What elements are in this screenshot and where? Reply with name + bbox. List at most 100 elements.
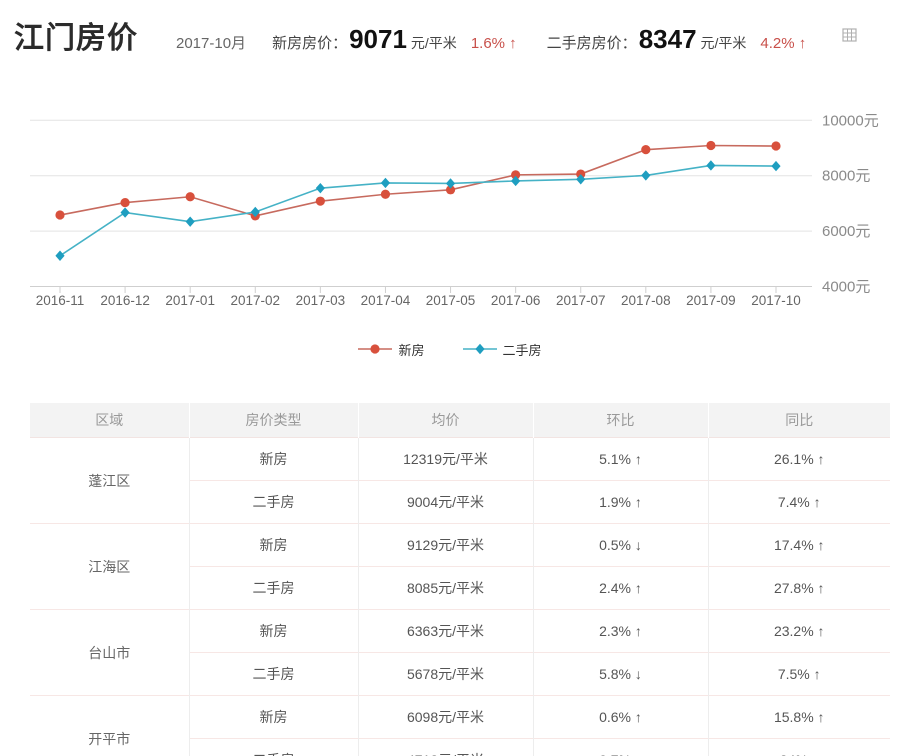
region-name: 江海区: [30, 523, 189, 610]
series-line-二手房: [59, 164, 777, 257]
x-axis-label: 2017-05: [426, 293, 476, 308]
data-point-circle[interactable]: [315, 196, 325, 206]
legend-label: 新房: [398, 342, 425, 358]
second-house-price-value: 8347: [638, 24, 697, 54]
second-house-price-unit: 元/平米: [700, 35, 747, 51]
data-point-diamond[interactable]: [641, 170, 651, 181]
region-name: 台山市: [30, 609, 189, 696]
data-point-diamond[interactable]: [474, 343, 485, 355]
data-point-diamond[interactable]: [511, 175, 521, 187]
house-type: 新房: [188, 609, 358, 653]
y-axis-label: 8000元: [822, 168, 870, 185]
avg-price: 5678元/平米: [357, 652, 533, 696]
price-trend-chart: 4000元 6000元 8000元 10000元 2016-11 2016-12 2017-…: [30, 112, 879, 308]
table-row: 二手房 5678元/平米 5.8% ↓ 7.5% ↑: [30, 652, 890, 696]
yoy-change: 7.4% ↑: [707, 480, 890, 524]
page-title: 江门房价: [14, 22, 138, 55]
region-price-table: 区域 房价类型 均价 环比 同比 蓬江区 新房 12319元/平米 5.1% ↑ 26.…: [30, 403, 890, 756]
house-type: 二手房: [188, 652, 358, 696]
table-row: 开平市 新房 6098元/平米 0.6% ↑ 15.8% ↑: [30, 695, 890, 756]
avg-price: 9129元/平米: [357, 523, 533, 567]
avg-price: 12319元/平米: [357, 437, 533, 481]
mom-change: 0.5% ↓: [532, 523, 708, 567]
house-type: 新房: [188, 523, 358, 567]
table-row: 台山市 新房 6363元/平米 2.3% ↑ 23.2% ↑: [30, 609, 890, 696]
region-name: 蓬江区: [88, 472, 131, 489]
yoy-change: 24% ↑: [707, 738, 890, 756]
x-axis-label: 2017-01: [165, 293, 215, 308]
yoy-change: 17.4% ↑: [707, 523, 890, 567]
data-point-diamond[interactable]: [185, 216, 195, 227]
data-point-diamond[interactable]: [55, 250, 65, 261]
house-type: 新房: [188, 695, 358, 739]
data-point-diamond[interactable]: [315, 182, 325, 194]
data-point-circle[interactable]: [445, 185, 456, 195]
data-point-diamond[interactable]: [576, 174, 586, 185]
grid-view-icon[interactable]: [842, 27, 857, 47]
x-axis-label: 2016-11: [36, 293, 85, 308]
legend-marker-icon: [358, 344, 393, 354]
legend-marker-icon: [462, 343, 497, 355]
x-axis-label: 2017-07: [556, 293, 606, 308]
data-point-diamond[interactable]: [706, 160, 716, 171]
column-header-mom: 环比: [532, 403, 708, 438]
data-point-circle[interactable]: [120, 197, 130, 208]
table-row: 二手房4713元/平米0.7% ↑24% ↑: [30, 738, 890, 756]
y-axis-label: 6000元: [822, 223, 870, 240]
mom-change: 0.7% ↑: [532, 738, 708, 756]
mom-change: 5.1% ↑: [532, 437, 708, 481]
legend-item-二手房[interactable]: 二手房: [462, 340, 542, 359]
yoy-change: 7.5% ↑: [707, 652, 890, 696]
data-point-circle[interactable]: [511, 170, 521, 180]
column-header-region: 区域: [30, 403, 189, 438]
data-point-circle[interactable]: [380, 189, 391, 199]
table-row: 二手房 8085元/平米 2.4% ↑ 27.8% ↑: [30, 566, 890, 610]
yoy-change: 23.2% ↑: [707, 609, 890, 653]
mom-change: 0.6% ↑: [532, 695, 708, 739]
data-point-circle[interactable]: [576, 169, 586, 179]
yoy-change: 15.8% ↑: [707, 695, 890, 739]
house-type: 二手房: [188, 566, 358, 610]
data-point-circle[interactable]: [370, 344, 381, 354]
data-point-circle[interactable]: [641, 145, 651, 155]
data-point-diamond[interactable]: [445, 178, 456, 189]
table-header-row: 区域 房价类型 均价 环比 同比: [30, 403, 890, 438]
data-point-circle[interactable]: [185, 192, 195, 202]
table-row: 二手房 9004元/平米 1.9% ↑ 7.4% ↑: [30, 480, 890, 524]
x-axis-label: 2017-08: [621, 293, 671, 308]
x-axis-label: 2017-09: [686, 293, 736, 308]
mom-change: 5.8% ↓: [532, 652, 708, 696]
x-axis-label: 2017-10: [751, 293, 801, 308]
data-point-diamond[interactable]: [380, 177, 391, 189]
yoy-change: 27.8% ↑: [707, 566, 890, 610]
data-point-diamond[interactable]: [120, 207, 130, 218]
avg-price: 8085元/平米: [357, 566, 533, 610]
avg-price: 6098元/平米: [357, 695, 533, 739]
column-header-type: 房价类型: [188, 403, 358, 438]
series-line-新房: [59, 144, 777, 217]
x-axis-label: 2017-02: [230, 293, 280, 308]
data-point-circle[interactable]: [771, 141, 781, 151]
data-point-circle[interactable]: [55, 210, 65, 220]
mom-change: 1.9% ↑: [532, 480, 708, 524]
chart-area: 4000元 6000元 8000元 10000元 2016-11 2016-12 2017-…: [0, 70, 900, 359]
new-house-price-unit: 元/平米: [410, 35, 457, 51]
x-axis-label: 2016-12: [100, 293, 150, 308]
new-house-price-change: 1.6% ↑: [470, 35, 517, 52]
data-point-diamond[interactable]: [250, 206, 260, 218]
mom-change: 2.4% ↑: [532, 566, 708, 610]
table-row: 江海区 新房 9129元/平米 0.5% ↓ 17.4% ↑: [30, 523, 890, 610]
new-house-price-label: 新房房价：: [272, 35, 348, 52]
house-type: 二手房: [188, 480, 358, 524]
avg-price: 4713元/平米: [357, 738, 533, 756]
data-point-diamond[interactable]: [771, 160, 781, 172]
legend-item-新房[interactable]: 新房: [358, 340, 425, 359]
page-header: 江门房价 2017-10月 新房房价： 9071 元/平米 1.6% ↑ 二手房…: [0, 0, 900, 61]
data-point-circle[interactable]: [706, 140, 716, 151]
x-axis-label: 2017-04: [361, 293, 411, 308]
y-axis-label: 10000元: [822, 112, 879, 129]
avg-price: 9004元/平米: [357, 480, 533, 524]
y-axis-label: 4000元: [822, 279, 870, 296]
mom-change: 2.3% ↑: [532, 609, 708, 653]
